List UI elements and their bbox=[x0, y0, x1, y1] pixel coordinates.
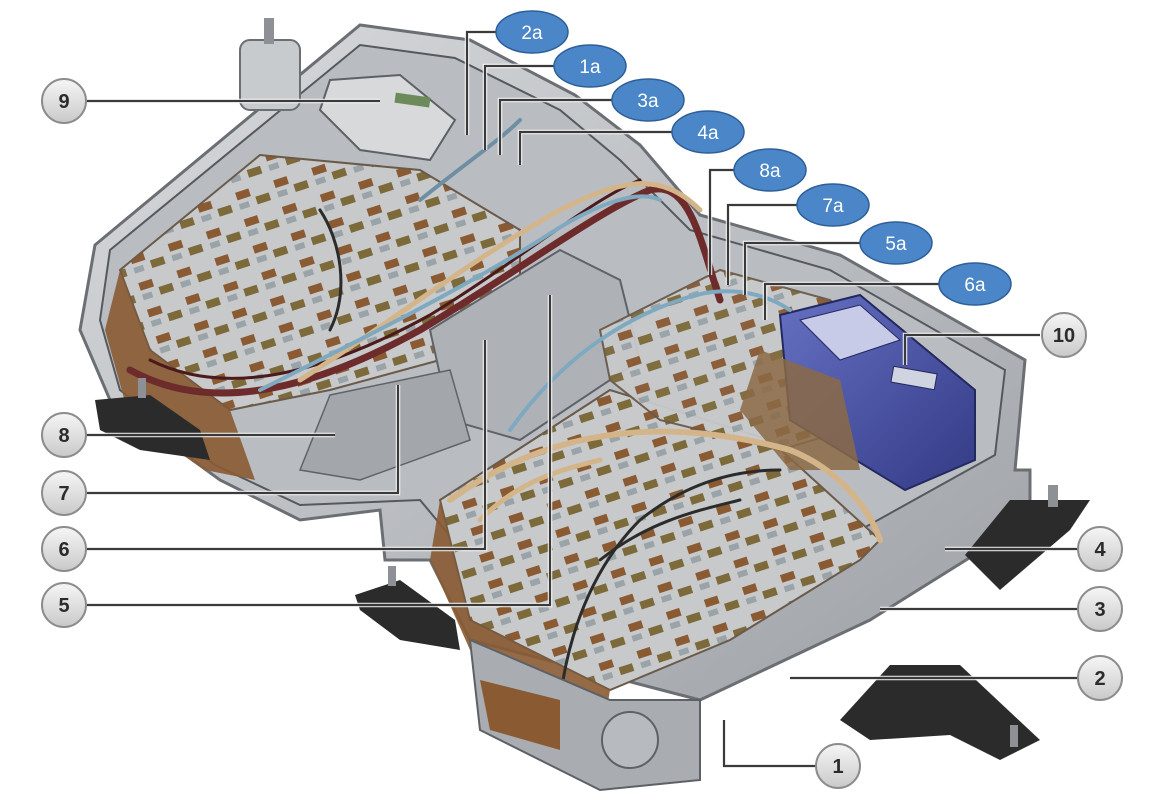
svg-text:1: 1 bbox=[832, 756, 843, 778]
callout-10: 10 bbox=[1041, 312, 1087, 358]
front-housing-end bbox=[468, 638, 701, 792]
leader-lines bbox=[87, 98, 1077, 769]
svg-text:4: 4 bbox=[1094, 539, 1106, 561]
callout-1: 1 bbox=[815, 743, 861, 789]
callout-5: 5 bbox=[41, 582, 87, 628]
connector-callout-1a: 1a bbox=[553, 44, 627, 88]
connector-callout-2a: 2a bbox=[495, 10, 569, 54]
battery-pack-illustration bbox=[78, 18, 1090, 792]
mounting-post-top bbox=[239, 18, 301, 111]
svg-text:7a: 7a bbox=[822, 196, 844, 217]
svg-text:5: 5 bbox=[58, 595, 69, 617]
callout-9: 9 bbox=[41, 78, 87, 124]
connector-callout-4a: 4a bbox=[671, 110, 745, 154]
connector-callout-6a: 6a bbox=[938, 262, 1012, 306]
callout-2: 2 bbox=[1077, 655, 1123, 701]
callout-8: 8 bbox=[41, 412, 87, 458]
svg-text:2a: 2a bbox=[521, 23, 543, 44]
connector-callout-8a: 8a bbox=[733, 148, 807, 192]
cable-harness bbox=[126, 118, 883, 702]
connector-leader-lines bbox=[464, 29, 939, 320]
connector-callout-5a: 5a bbox=[859, 221, 933, 265]
connector-callout-7a: 7a bbox=[796, 183, 870, 227]
svg-text:3a: 3a bbox=[637, 91, 659, 112]
callout-6: 6 bbox=[41, 526, 87, 572]
svg-text:8a: 8a bbox=[759, 161, 781, 182]
control-unit bbox=[740, 293, 976, 492]
svg-text:4a: 4a bbox=[697, 123, 719, 144]
callout-4: 4 bbox=[1077, 526, 1123, 572]
mounting-brackets bbox=[95, 378, 1090, 760]
svg-text:7: 7 bbox=[58, 483, 69, 505]
svg-text:1a: 1a bbox=[579, 57, 601, 78]
svg-text:9: 9 bbox=[58, 91, 69, 113]
callout-3: 3 bbox=[1077, 586, 1123, 632]
svg-text:6: 6 bbox=[58, 539, 69, 561]
svg-text:10: 10 bbox=[1053, 325, 1075, 347]
electronics-box bbox=[318, 73, 457, 162]
svg-text:6a: 6a bbox=[964, 275, 986, 296]
svg-text:2: 2 bbox=[1094, 668, 1105, 690]
svg-text:3: 3 bbox=[1094, 599, 1105, 621]
svg-text:5a: 5a bbox=[885, 234, 907, 255]
connector-callout-3a: 3a bbox=[611, 78, 685, 122]
middle-cross-member bbox=[298, 369, 471, 481]
svg-text:8: 8 bbox=[58, 425, 69, 447]
callout-7: 7 bbox=[41, 470, 87, 516]
